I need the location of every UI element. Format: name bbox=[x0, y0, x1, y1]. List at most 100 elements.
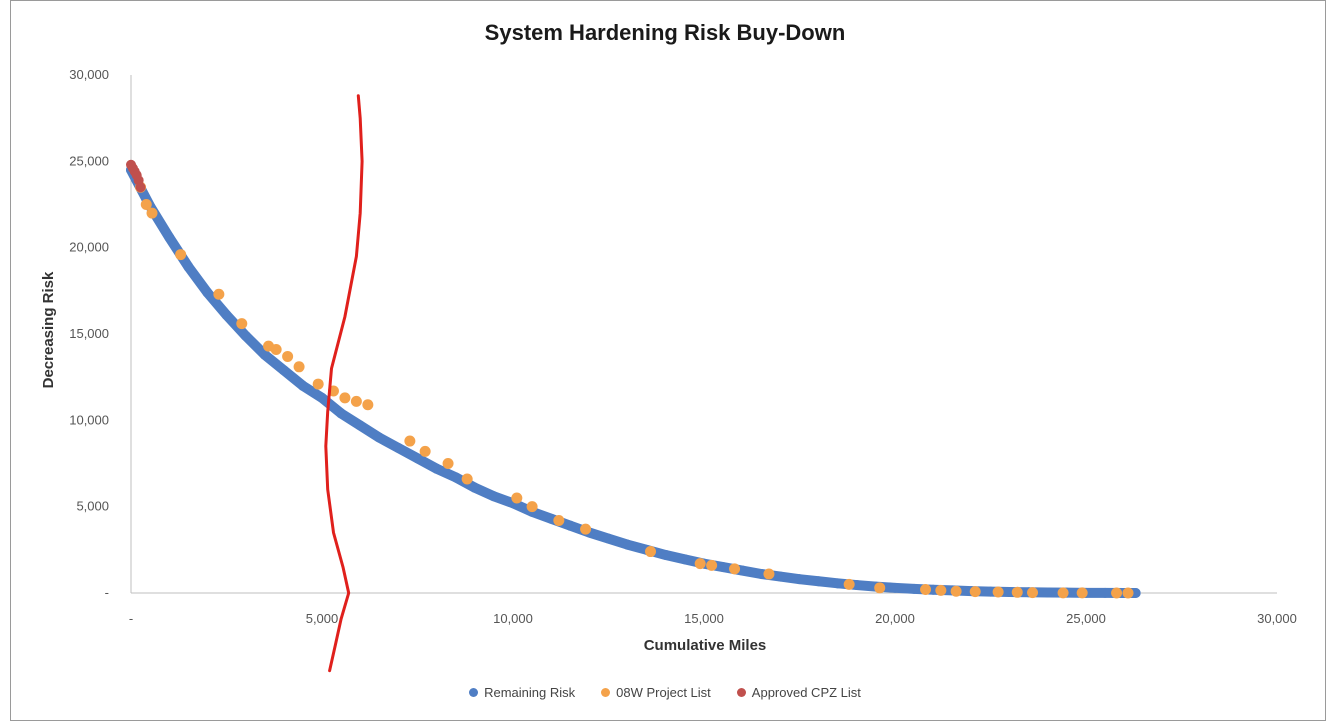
point-remaining-risk bbox=[1130, 588, 1141, 598]
point-08w-project-list bbox=[580, 523, 592, 535]
series-remaining-risk-line bbox=[126, 164, 1141, 598]
point-08w-project-list bbox=[404, 435, 416, 447]
point-remaining-risk bbox=[259, 349, 270, 360]
point-08w-project-list bbox=[140, 199, 152, 210]
x-tick-label: 10,000 bbox=[493, 611, 533, 626]
point-remaining-risk bbox=[775, 571, 786, 582]
x-tick-label: 25,000 bbox=[1066, 611, 1106, 626]
legend-label-approved-cpz-list: Approved CPZ List bbox=[751, 685, 861, 700]
point-08w-project-list bbox=[843, 578, 855, 590]
x-tick-label: 30,000 bbox=[1257, 611, 1297, 626]
legend-item-approved-cpz-list: Approved CPZ List bbox=[736, 685, 861, 700]
point-remaining-risk bbox=[679, 554, 690, 565]
point-remaining-risk bbox=[488, 491, 499, 502]
point-remaining-risk bbox=[336, 408, 347, 419]
point-remaining-risk bbox=[622, 539, 633, 550]
annotation-red-line bbox=[324, 94, 364, 673]
point-remaining-risk bbox=[297, 380, 308, 391]
y-tick-label: 20,000 bbox=[69, 240, 109, 255]
y-tick-label: - bbox=[105, 585, 109, 600]
point-08w-project-list bbox=[874, 582, 886, 594]
point-remaining-risk bbox=[813, 576, 824, 587]
y-tick-label: 15,000 bbox=[69, 326, 109, 341]
legend-label-08w-project-list: 08W Project List bbox=[616, 685, 711, 700]
point-08w-project-list bbox=[282, 350, 294, 362]
point-remaining-risk bbox=[278, 365, 289, 376]
point-08w-project-list bbox=[1011, 586, 1023, 598]
point-08w-project-list bbox=[969, 586, 981, 598]
point-08w-project-list bbox=[350, 395, 362, 407]
x-tick-label: 5,000 bbox=[306, 611, 339, 626]
point-remaining-risk bbox=[450, 472, 461, 483]
point-08w-project-list bbox=[270, 344, 282, 356]
x-tick-label: - bbox=[129, 611, 133, 626]
point-remaining-risk bbox=[832, 578, 843, 589]
point-remaining-risk bbox=[221, 310, 232, 321]
point-remaining-risk bbox=[718, 562, 729, 573]
y-tick-label: 10,000 bbox=[69, 412, 109, 427]
chart-title: System Hardening Risk Buy-Down bbox=[484, 20, 846, 45]
legend: Remaining Risk 08W Project List Approved… bbox=[0, 685, 1330, 700]
point-08w-project-list bbox=[645, 546, 657, 558]
point-08w-project-list bbox=[339, 392, 351, 404]
point-08w-project-list bbox=[312, 378, 324, 390]
point-remaining-risk bbox=[1042, 587, 1053, 598]
point-08w-project-list bbox=[950, 585, 962, 597]
point-remaining-risk bbox=[603, 533, 614, 544]
point-remaining-risk bbox=[756, 569, 767, 580]
point-remaining-risk bbox=[469, 482, 480, 493]
y-tick-label: 5,000 bbox=[76, 499, 109, 514]
chart-frame bbox=[10, 0, 1326, 721]
point-remaining-risk bbox=[412, 453, 423, 464]
point-08w-project-list bbox=[293, 361, 305, 373]
point-08w-project-list bbox=[1057, 587, 1069, 599]
point-08w-project-list bbox=[1027, 587, 1039, 599]
point-08w-project-list bbox=[706, 559, 718, 571]
point-08w-project-list bbox=[553, 514, 565, 526]
point-remaining-risk bbox=[890, 582, 900, 593]
point-approved-cpz-list bbox=[135, 182, 146, 193]
point-08w-project-list bbox=[236, 318, 248, 330]
point-08w-project-list bbox=[511, 492, 523, 504]
legend-swatch-approved-cpz-list bbox=[736, 688, 746, 697]
point-remaining-risk bbox=[909, 583, 920, 594]
point-08w-project-list bbox=[461, 473, 473, 485]
legend-item-remaining-risk: Remaining Risk bbox=[469, 685, 575, 700]
point-08w-project-list bbox=[146, 207, 158, 219]
point-08w-project-list bbox=[935, 584, 947, 596]
point-remaining-risk bbox=[164, 232, 175, 243]
point-08w-project-list bbox=[213, 288, 225, 300]
point-remaining-risk bbox=[393, 442, 404, 453]
point-remaining-risk bbox=[985, 586, 996, 597]
point-remaining-risk bbox=[355, 420, 366, 431]
y-tick-label: 25,000 bbox=[69, 153, 109, 168]
point-remaining-risk bbox=[660, 550, 671, 561]
legend-label-remaining-risk: Remaining Risk bbox=[484, 685, 576, 700]
point-08w-project-list bbox=[362, 399, 374, 411]
point-08w-project-list bbox=[694, 558, 706, 570]
point-remaining-risk bbox=[183, 261, 194, 272]
point-08w-project-list bbox=[175, 249, 187, 261]
point-remaining-risk bbox=[202, 287, 213, 298]
y-tick-label: 30,000 bbox=[69, 67, 109, 82]
point-remaining-risk bbox=[1100, 587, 1111, 598]
point-08w-project-list bbox=[442, 458, 454, 469]
point-08w-project-list bbox=[920, 584, 932, 596]
point-08w-project-list bbox=[1076, 587, 1088, 599]
point-08w-project-list bbox=[729, 563, 741, 575]
legend-item-08w-project-list: 08W Project List bbox=[601, 685, 711, 700]
point-remaining-risk bbox=[240, 330, 251, 341]
point-08w-project-list bbox=[526, 501, 538, 513]
point-08w-project-list bbox=[992, 586, 1004, 598]
point-remaining-risk bbox=[565, 520, 576, 531]
legend-swatch-08w-project-list bbox=[601, 688, 611, 697]
point-remaining-risk bbox=[794, 574, 805, 585]
point-remaining-risk bbox=[1004, 586, 1015, 597]
point-remaining-risk bbox=[374, 432, 385, 443]
point-08w-project-list bbox=[1122, 587, 1134, 599]
point-remaining-risk bbox=[317, 392, 327, 403]
point-08w-project-list bbox=[1111, 587, 1123, 599]
x-tick-label: 20,000 bbox=[875, 611, 915, 626]
point-remaining-risk bbox=[431, 463, 442, 474]
